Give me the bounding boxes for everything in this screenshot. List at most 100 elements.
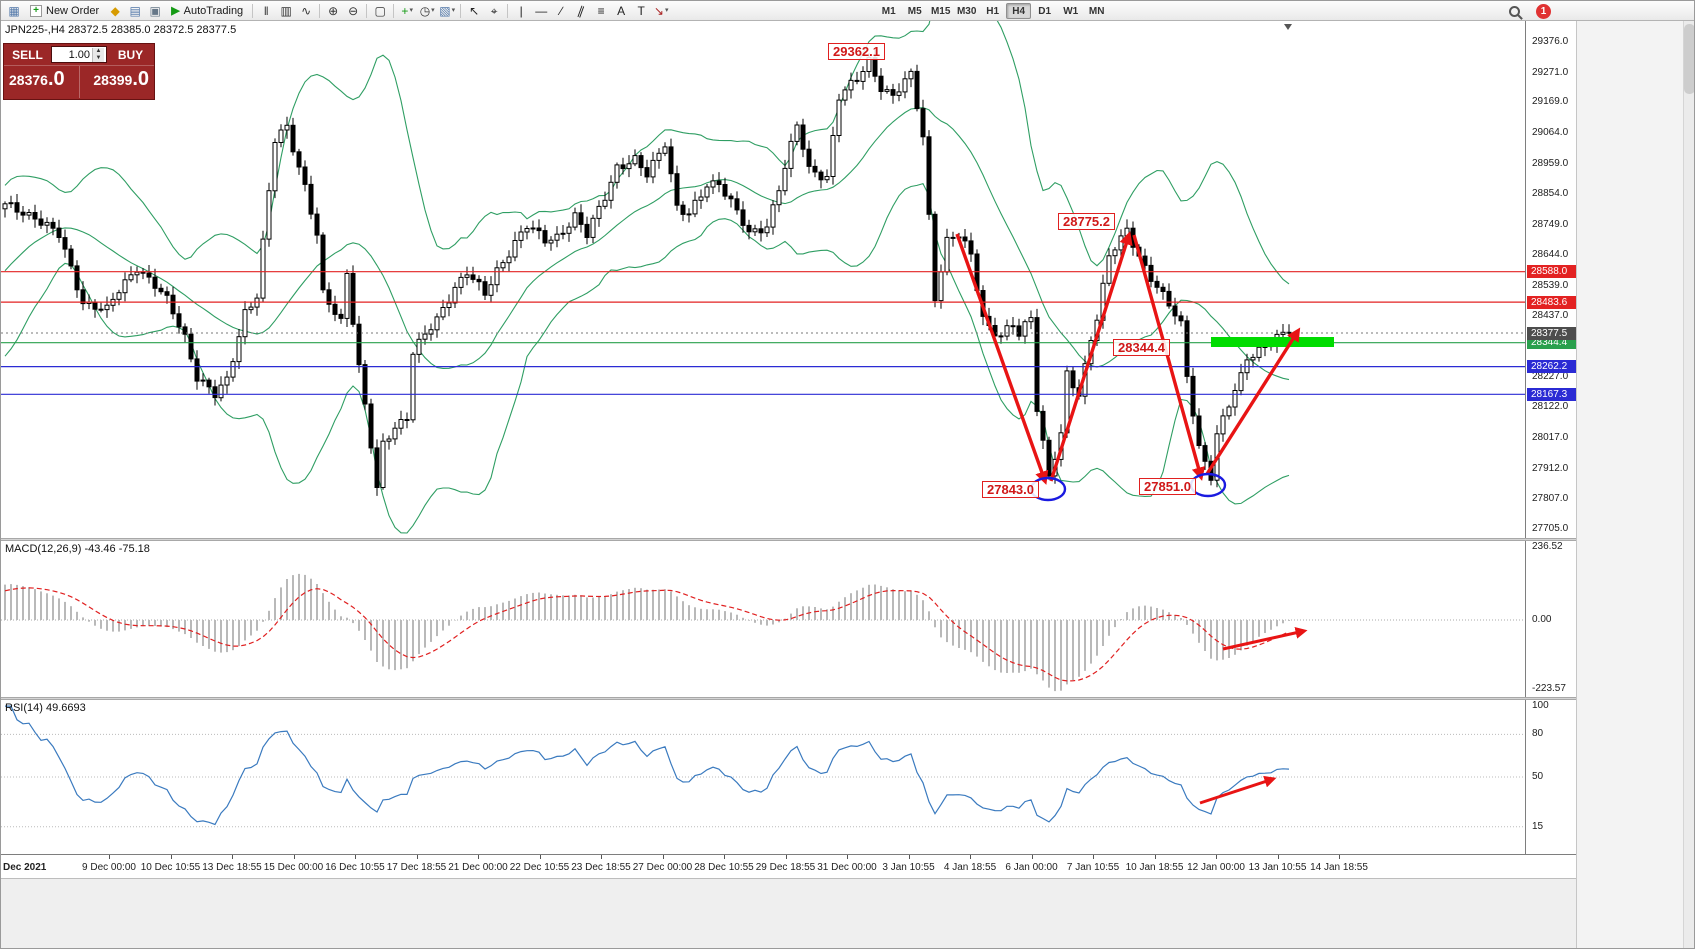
- trend-arrow[interactable]: [1132, 234, 1206, 481]
- data-window-icon[interactable]: ▣: [149, 3, 161, 18]
- buy-button[interactable]: 28399.0: [80, 66, 155, 98]
- timeframe-d1-button[interactable]: D1: [1038, 5, 1052, 17]
- templates-icon[interactable]: ▧ ▾: [439, 3, 456, 18]
- text-icon[interactable]: A: [617, 3, 626, 18]
- green-highlight-bar[interactable]: [1211, 337, 1334, 347]
- price-annotation[interactable]: 29362.1: [828, 43, 885, 60]
- main-chart-canvas[interactable]: [1, 21, 1525, 538]
- bollinger-bands: [4, 21, 1290, 534]
- chart-shift-marker[interactable]: [1284, 24, 1292, 30]
- time-axis-label: 13 Jan 10:55: [1248, 862, 1307, 873]
- price-axis-label: 28749.0: [1532, 218, 1569, 230]
- trendline-icon[interactable]: ∕: [560, 3, 563, 18]
- time-axis-label: 16 Dec 10:55: [325, 862, 385, 873]
- sell-button-label[interactable]: SELL: [12, 47, 43, 62]
- timeframe-h4-button[interactable]: H4: [1006, 2, 1032, 19]
- time-axis-tick: [1216, 855, 1217, 859]
- tile-windows-icon[interactable]: ▢: [374, 3, 386, 18]
- price-annotation[interactable]: 27851.0: [1139, 478, 1196, 495]
- cursor-icon[interactable]: ↖: [469, 3, 480, 18]
- panel-splitter[interactable]: [1, 538, 1576, 541]
- price-axis-label: 29064.0: [1532, 126, 1569, 138]
- price-annotation[interactable]: 28344.4: [1113, 339, 1170, 356]
- autotrading-button[interactable]: ▶ AutoTrading: [165, 2, 249, 19]
- trend-arrow[interactable]: [1205, 327, 1301, 475]
- price-axis-label: 28227.0: [1532, 370, 1569, 382]
- time-axis-tick: [293, 855, 295, 859]
- price-axis-label: 28854.0: [1532, 188, 1569, 200]
- time-axis-tick: [662, 855, 664, 859]
- time-axis-tick: [1277, 855, 1279, 859]
- panel-splitter[interactable]: [1, 697, 1576, 700]
- equidistant-channel-icon[interactable]: ∥: [575, 2, 587, 19]
- volume-increase-button[interactable]: ▲: [92, 47, 104, 55]
- time-axis-tick: [1339, 855, 1340, 859]
- timeframe-w1-button[interactable]: W1: [1063, 5, 1079, 17]
- scrollbar-thumb[interactable]: [1684, 24, 1694, 94]
- sell-button[interactable]: 28376.0: [4, 66, 79, 98]
- fibonacci-icon[interactable]: ≡: [597, 3, 605, 18]
- price-axis-label: 28644.0: [1532, 249, 1569, 261]
- volume-decrease-button[interactable]: ▼: [92, 54, 104, 62]
- price-axis[interactable]: 29376.0 29271.0 29169.0 29064.0 28959.0 28854…: [1525, 21, 1576, 878]
- volume-input[interactable]: [52, 47, 92, 62]
- time-axis-tick: [785, 855, 787, 859]
- price-annotation[interactable]: 28775.2: [1058, 213, 1115, 230]
- crosshair-icon[interactable]: ⌖: [490, 3, 498, 18]
- notification-badge[interactable]: 1: [1536, 3, 1551, 19]
- price-level-marker: 28483.6: [1527, 295, 1576, 309]
- search-icon[interactable]: [1509, 5, 1520, 17]
- horizontal-line-icon[interactable]: ―: [535, 3, 548, 18]
- scripts-icon[interactable]: ▤: [129, 3, 141, 18]
- periods-icon[interactable]: ◷ ▾: [419, 3, 435, 18]
- price-level-marker: 28262.2: [1527, 360, 1576, 374]
- timeframe-m30-button[interactable]: M30: [956, 5, 977, 17]
- expert-advisors-icon[interactable]: ◆: [110, 3, 120, 18]
- rsi-canvas[interactable]: [1, 700, 1525, 854]
- time-axis-label: 12 Jan 00:00: [1187, 862, 1245, 873]
- line-chart-icon[interactable]: ∿: [301, 3, 312, 18]
- toolbar-separator: [393, 3, 395, 18]
- timeframe-group: M1 M5 M15 M30 H1 H4 D1 W1 MN: [876, 2, 1109, 19]
- time-axis-tick: [847, 855, 848, 859]
- buy-button-label[interactable]: BUY: [117, 47, 144, 62]
- arrows-icon[interactable]: ↘ ▾: [653, 3, 669, 18]
- text-label-icon[interactable]: T: [637, 3, 645, 18]
- rsi-scale-label: 50: [1532, 771, 1544, 782]
- time-axis[interactable]: Dec 2021 9 Dec 00:00 10 Dec 10:55 13 Dec 18…: [1, 854, 1576, 878]
- price-axis-label: 28017.0: [1532, 432, 1569, 444]
- candlestick-chart-icon[interactable]: ▥: [280, 3, 292, 18]
- trend-arrow[interactable]: [1049, 231, 1133, 482]
- macd-trend-arrow[interactable]: [1222, 626, 1308, 651]
- time-axis-label: 6 Jan 00:00: [1005, 862, 1058, 873]
- timeframe-h1-button[interactable]: H1: [986, 5, 1000, 17]
- time-axis-label: 10 Jan 18:55: [1125, 862, 1184, 873]
- new-chart-icon[interactable]: ▦: [8, 3, 20, 18]
- rsi-trend-arrow[interactable]: [1199, 775, 1277, 805]
- macd-canvas[interactable]: [1, 541, 1525, 697]
- toolbar-separator: [366, 3, 368, 18]
- circle-annotation[interactable]: [1189, 472, 1227, 498]
- vertical-scrollbar[interactable]: [1683, 21, 1694, 948]
- timeframe-m1-button[interactable]: M1: [881, 5, 896, 17]
- timeframe-mn-button[interactable]: MN: [1088, 5, 1105, 17]
- new-order-button[interactable]: + New Order: [24, 2, 105, 19]
- timeframe-m5-button[interactable]: M5: [907, 5, 922, 17]
- time-axis-label: Dec 2021: [3, 862, 47, 873]
- time-axis-label: 21 Dec 00:00: [448, 862, 508, 873]
- time-axis-label: 31 Dec 00:00: [817, 862, 877, 873]
- zoom-in-icon[interactable]: ⊕: [328, 3, 339, 18]
- rsi-scale-label: 15: [1532, 820, 1544, 832]
- price-axis-label: 28959.0: [1532, 157, 1569, 169]
- bar-chart-icon[interactable]: ‖: [263, 3, 269, 18]
- price-annotation[interactable]: 27843.0: [982, 481, 1039, 498]
- indicators-icon[interactable]: + ▾: [401, 3, 413, 18]
- vertical-line-icon[interactable]: |: [519, 3, 523, 18]
- trend-arrow[interactable]: [955, 233, 1049, 485]
- zoom-out-icon[interactable]: ⊖: [348, 3, 359, 18]
- rsi-line: [5, 705, 1290, 826]
- time-axis-tick: [232, 855, 233, 859]
- toolbar-separator: [460, 3, 462, 18]
- new-order-label: New Order: [46, 4, 100, 17]
- timeframe-m15-button[interactable]: M15: [930, 5, 951, 17]
